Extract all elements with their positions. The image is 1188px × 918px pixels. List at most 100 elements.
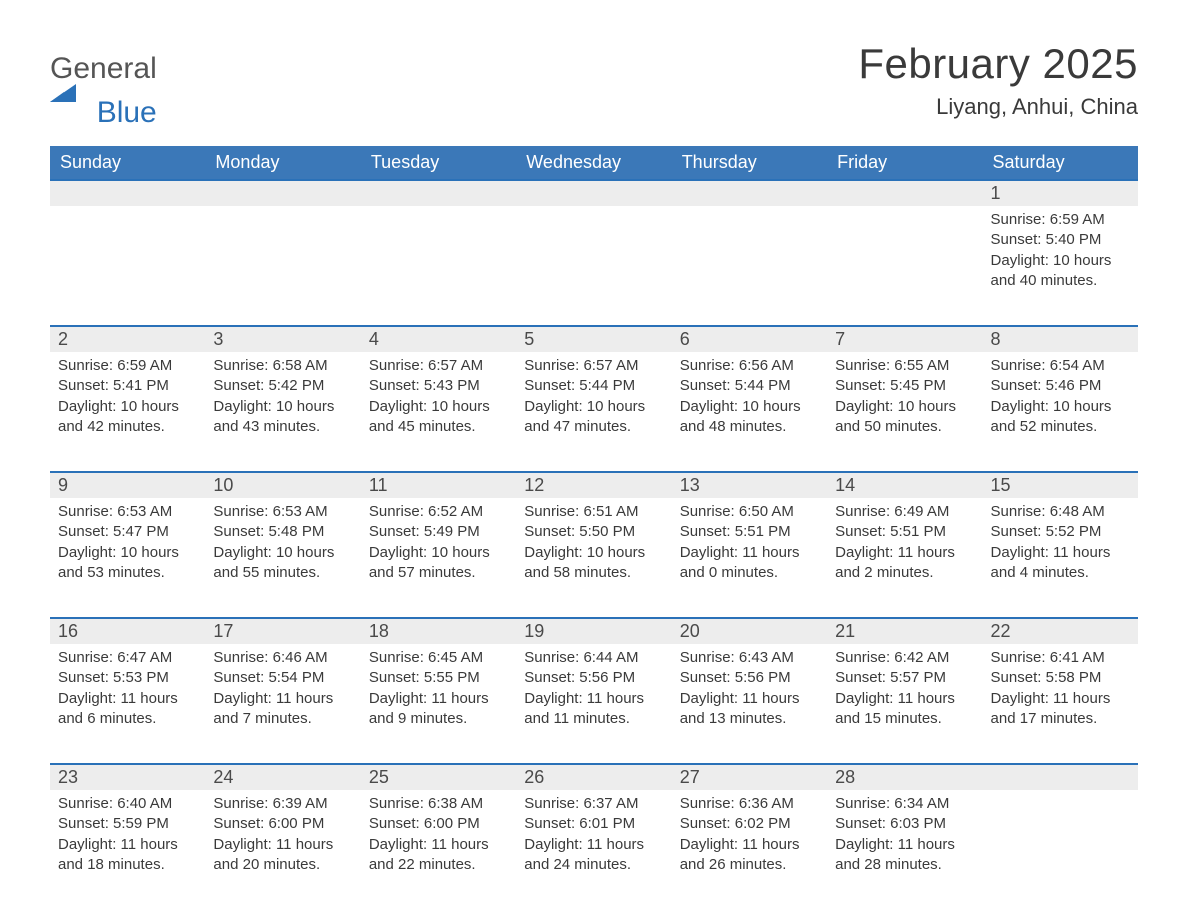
daylight-line: Daylight: 10 hours and 58 minutes. [524,543,663,584]
week-detail-row: Sunrise: 6:59 AMSunset: 5:41 PMDaylight:… [50,352,1138,472]
day-number: 25 [361,764,516,790]
daylight-line: Daylight: 11 hours and 24 minutes. [524,835,663,876]
sunset-line: Sunset: 5:40 PM [991,230,1130,250]
day-number: 27 [672,764,827,790]
sunrise-line: Sunrise: 6:51 AM [524,502,663,522]
day-number: 19 [516,618,671,644]
calendar-header-row: Sunday Monday Tuesday Wednesday Thursday… [50,146,1138,180]
day-number [361,180,516,206]
day-details: Sunrise: 6:36 AMSunset: 6:02 PMDaylight:… [672,790,827,885]
daylight-line: Daylight: 11 hours and 9 minutes. [369,689,508,730]
day-number: 17 [205,618,360,644]
daylight-line: Daylight: 11 hours and 15 minutes. [835,689,974,730]
daylight-line: Daylight: 10 hours and 42 minutes. [58,397,197,438]
day-details: Sunrise: 6:57 AMSunset: 5:44 PMDaylight:… [516,352,671,472]
sunrise-line: Sunrise: 6:36 AM [680,794,819,814]
sunrise-line: Sunrise: 6:48 AM [991,502,1130,522]
daylight-line: Daylight: 11 hours and 4 minutes. [991,543,1130,584]
day-details: Sunrise: 6:42 AMSunset: 5:57 PMDaylight:… [827,644,982,764]
day-details: Sunrise: 6:38 AMSunset: 6:00 PMDaylight:… [361,790,516,885]
day-number: 24 [205,764,360,790]
sunrise-line: Sunrise: 6:41 AM [991,648,1130,668]
day-details: Sunrise: 6:43 AMSunset: 5:56 PMDaylight:… [672,644,827,764]
day-number: 16 [50,618,205,644]
calendar-body: 1Sunrise: 6:59 AMSunset: 5:40 PMDaylight… [50,180,1138,885]
sunset-line: Sunset: 5:54 PM [213,668,352,688]
day-number: 1 [983,180,1138,206]
sunset-line: Sunset: 5:47 PM [58,522,197,542]
day-details: Sunrise: 6:45 AMSunset: 5:55 PMDaylight:… [361,644,516,764]
sunrise-line: Sunrise: 6:59 AM [991,210,1130,230]
day-number [983,764,1138,790]
day-number: 6 [672,326,827,352]
week-daynum-row: 2345678 [50,326,1138,352]
week-detail-row: Sunrise: 6:59 AMSunset: 5:40 PMDaylight:… [50,206,1138,326]
brand-text: General Blue [50,54,157,128]
day-details: Sunrise: 6:59 AMSunset: 5:40 PMDaylight:… [983,206,1138,326]
sunset-line: Sunset: 5:46 PM [991,376,1130,396]
daylight-line: Daylight: 11 hours and 28 minutes. [835,835,974,876]
sunrise-line: Sunrise: 6:43 AM [680,648,819,668]
sunset-line: Sunset: 5:41 PM [58,376,197,396]
daylight-line: Daylight: 11 hours and 17 minutes. [991,689,1130,730]
sunset-line: Sunset: 6:02 PM [680,814,819,834]
day-number: 10 [205,472,360,498]
day-details [827,206,982,326]
sunrise-line: Sunrise: 6:52 AM [369,502,508,522]
sunset-line: Sunset: 5:45 PM [835,376,974,396]
daylight-line: Daylight: 10 hours and 50 minutes. [835,397,974,438]
sunrise-line: Sunrise: 6:45 AM [369,648,508,668]
sunrise-line: Sunrise: 6:50 AM [680,502,819,522]
day-number [827,180,982,206]
day-details: Sunrise: 6:44 AMSunset: 5:56 PMDaylight:… [516,644,671,764]
day-details: Sunrise: 6:49 AMSunset: 5:51 PMDaylight:… [827,498,982,618]
day-details: Sunrise: 6:40 AMSunset: 5:59 PMDaylight:… [50,790,205,885]
day-number: 15 [983,472,1138,498]
day-number: 14 [827,472,982,498]
col-monday: Monday [205,146,360,180]
daylight-line: Daylight: 11 hours and 2 minutes. [835,543,974,584]
day-details: Sunrise: 6:59 AMSunset: 5:41 PMDaylight:… [50,352,205,472]
sunset-line: Sunset: 5:50 PM [524,522,663,542]
calendar-table: Sunday Monday Tuesday Wednesday Thursday… [50,146,1138,885]
week-detail-row: Sunrise: 6:53 AMSunset: 5:47 PMDaylight:… [50,498,1138,618]
sunset-line: Sunset: 5:59 PM [58,814,197,834]
day-number: 4 [361,326,516,352]
daylight-line: Daylight: 11 hours and 7 minutes. [213,689,352,730]
daylight-line: Daylight: 11 hours and 18 minutes. [58,835,197,876]
daylight-line: Daylight: 11 hours and 11 minutes. [524,689,663,730]
sunrise-line: Sunrise: 6:40 AM [58,794,197,814]
location-subtitle: Liyang, Anhui, China [858,94,1138,120]
title-block: February 2025 Liyang, Anhui, China [858,40,1138,120]
day-details: Sunrise: 6:54 AMSunset: 5:46 PMDaylight:… [983,352,1138,472]
daylight-line: Daylight: 10 hours and 48 minutes. [680,397,819,438]
day-details [983,790,1138,885]
day-number: 20 [672,618,827,644]
daylight-line: Daylight: 10 hours and 53 minutes. [58,543,197,584]
daylight-line: Daylight: 11 hours and 22 minutes. [369,835,508,876]
week-detail-row: Sunrise: 6:40 AMSunset: 5:59 PMDaylight:… [50,790,1138,885]
day-number: 5 [516,326,671,352]
sunrise-line: Sunrise: 6:55 AM [835,356,974,376]
day-number: 13 [672,472,827,498]
page-header: General Blue February 2025 Liyang, Anhui… [50,40,1138,128]
day-number: 3 [205,326,360,352]
sunrise-line: Sunrise: 6:37 AM [524,794,663,814]
day-number [205,180,360,206]
sunset-line: Sunset: 5:53 PM [58,668,197,688]
day-number: 11 [361,472,516,498]
day-details: Sunrise: 6:51 AMSunset: 5:50 PMDaylight:… [516,498,671,618]
sunset-line: Sunset: 5:56 PM [524,668,663,688]
sunset-line: Sunset: 5:43 PM [369,376,508,396]
day-details: Sunrise: 6:41 AMSunset: 5:58 PMDaylight:… [983,644,1138,764]
day-number: 8 [983,326,1138,352]
day-details [50,206,205,326]
day-details: Sunrise: 6:34 AMSunset: 6:03 PMDaylight:… [827,790,982,885]
day-details: Sunrise: 6:52 AMSunset: 5:49 PMDaylight:… [361,498,516,618]
sunset-line: Sunset: 5:44 PM [524,376,663,396]
day-number: 23 [50,764,205,790]
sunset-line: Sunset: 6:03 PM [835,814,974,834]
sunrise-line: Sunrise: 6:54 AM [991,356,1130,376]
day-details: Sunrise: 6:53 AMSunset: 5:48 PMDaylight:… [205,498,360,618]
daylight-line: Daylight: 10 hours and 52 minutes. [991,397,1130,438]
